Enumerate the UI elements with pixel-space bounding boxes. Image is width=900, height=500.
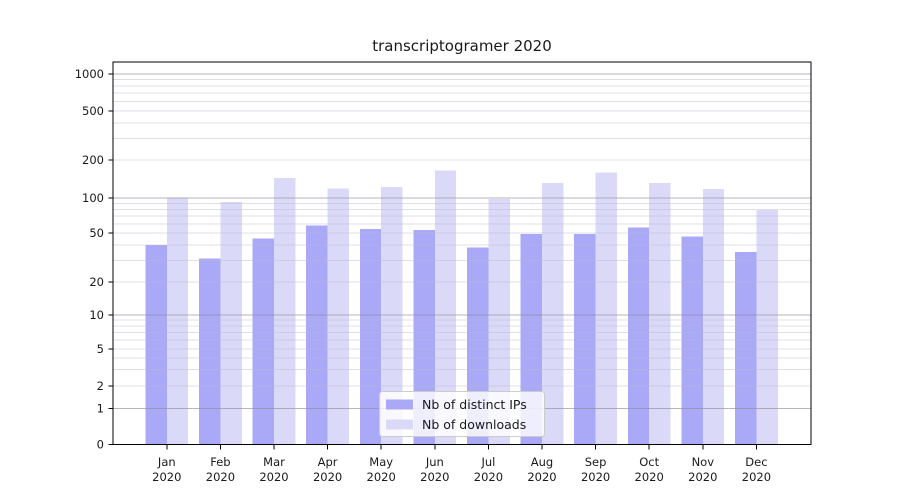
bar-distinct-ips-may: [359, 229, 382, 445]
x-tick-label-apr: Apr 2020: [313, 455, 342, 484]
x-tick-label-aug: Aug 2020: [527, 455, 556, 484]
bar-downloads-mar: [274, 178, 296, 445]
bar-downloads-oct: [649, 182, 671, 445]
y-tick-label: 1000: [75, 67, 104, 81]
bar-downloads-jun: [434, 170, 457, 445]
y-tick-label: 5: [97, 342, 104, 356]
bar-distinct-ips-dec: [735, 252, 757, 445]
legend-label-distinct-ips: Nb of distinct IPs: [422, 397, 527, 412]
y-tick-label: 500: [82, 104, 104, 118]
x-tick-label-nov: Nov 2020: [688, 455, 717, 484]
bar-distinct-ips-mar: [252, 238, 274, 445]
bar-downloads-apr: [327, 188, 349, 445]
x-tick-label-dec: Dec 2020: [742, 455, 771, 484]
axes-layer: 0 1 2 5 10 20 50 100 200 500 1000 Jan 2020 Feb 2020 Mar…: [75, 67, 771, 484]
x-tick-label-may: May 2020: [367, 455, 396, 484]
y-tick-label: 50: [89, 226, 104, 240]
legend-swatch-downloads: [386, 419, 413, 430]
x-tick-label-feb: Feb 2020: [206, 455, 235, 484]
x-tick-label-jul: Jul 2020: [474, 455, 503, 484]
minor-gridlines: [113, 79, 811, 387]
y-tick-label: 10: [89, 308, 104, 322]
plot-border: [112, 61, 812, 445]
bar-downloads-aug: [542, 183, 564, 445]
y-tick-label: 0: [97, 438, 104, 452]
y-tick-label: 200: [82, 153, 104, 167]
y-tick-label: 100: [82, 191, 104, 205]
y-tick-label: 2: [97, 379, 104, 393]
y-tick-label: 1: [97, 402, 104, 416]
legend-box: [379, 391, 545, 437]
legend: Nb of distinct IPs Nb of downloads: [379, 391, 545, 437]
x-tick-label-oct: Oct 2020: [635, 455, 664, 484]
bar-distinct-ips-jan: [145, 244, 167, 445]
bar-distinct-ips-nov: [681, 236, 703, 445]
bar-downloads-feb: [220, 202, 242, 445]
bar-downloads-jan: [166, 197, 189, 445]
chart-title: transcriptogramer 2020: [372, 37, 552, 55]
x-tick-label-jun: Jun 2020: [420, 455, 449, 484]
bar-downloads-sep: [595, 172, 617, 445]
bar-distinct-ips-oct: [627, 227, 650, 445]
bar-downloads-nov: [702, 188, 725, 445]
bar-downloads-jul: [488, 199, 510, 445]
bar-downloads-dec: [756, 209, 778, 445]
x-tick-label-mar: Mar 2020: [259, 455, 288, 484]
bar-distinct-ips-sep: [574, 234, 596, 445]
bar-distinct-ips-apr: [306, 225, 328, 445]
legend-swatch-distinct-ips: [386, 399, 413, 410]
legend-label-downloads: Nb of downloads: [422, 417, 526, 432]
bar-distinct-ips-jun: [413, 230, 435, 445]
x-tick-label-sep: Sep 2020: [581, 455, 610, 484]
bar-distinct-ips-feb: [199, 258, 221, 445]
x-tick-label-jan: Jan 2020: [152, 455, 181, 484]
bar-downloads-may: [381, 187, 403, 445]
y-tick-label: 20: [89, 275, 104, 289]
